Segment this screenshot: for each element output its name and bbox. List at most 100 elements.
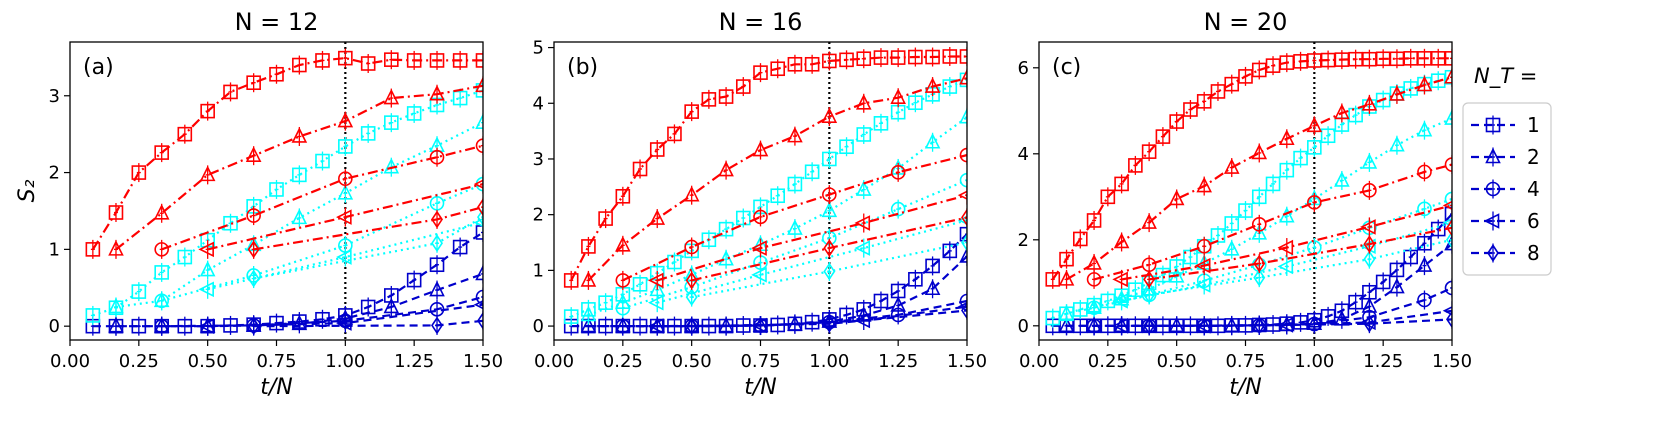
data-point [1223, 158, 1240, 178]
data-point [753, 63, 768, 83]
legend-marker [1483, 211, 1500, 231]
data-point [108, 316, 124, 336]
panel-c: 0.00 0.25 0.50 0.75 1.00 1.25 1.50 0 2 4 6 N = 20 (c… [1018, 8, 1472, 400]
data-point [961, 233, 967, 253]
data-point [615, 316, 631, 336]
data-point [477, 311, 483, 331]
legend-marker [1485, 115, 1501, 135]
series-cyan-nt4 [1086, 189, 1452, 318]
series-red-nt4 [154, 136, 483, 259]
data-point [1417, 162, 1432, 182]
data-point [1224, 74, 1240, 94]
data-point [925, 47, 940, 67]
data-point [1446, 230, 1452, 250]
data-point [667, 252, 682, 272]
data-point [108, 239, 124, 259]
data-point [1112, 269, 1128, 289]
data-point [683, 185, 700, 205]
series-cyan-nt8 [1143, 230, 1452, 305]
data-point [477, 207, 483, 227]
y-axis-label: S₂ [15, 179, 40, 202]
series-line [92, 231, 483, 328]
legend-entry-2: 2 [1471, 145, 1540, 169]
data-point [153, 203, 170, 223]
series-line [91, 56, 483, 250]
data-point [959, 145, 967, 165]
data-point [1265, 174, 1281, 194]
data-point [823, 261, 836, 281]
data-point [477, 197, 483, 217]
data-point [1059, 249, 1074, 269]
x-axis-label: t/N [1229, 375, 1262, 400]
data-point [822, 149, 837, 169]
data-point [684, 102, 699, 122]
data-point [1444, 278, 1452, 298]
data-point [942, 77, 958, 97]
data-point [198, 239, 214, 259]
series-line [161, 183, 483, 302]
data-point [1363, 234, 1376, 254]
series-red-nt8 [1143, 218, 1452, 289]
series-red-nt2 [1058, 67, 1452, 289]
data-point [1238, 201, 1253, 221]
data-point [580, 270, 597, 290]
data-point [429, 50, 445, 70]
data-point [1334, 309, 1350, 329]
panel-label: (b) [567, 55, 598, 80]
legend-entry-4: 4 [1471, 177, 1540, 201]
data-point [615, 235, 631, 255]
data-point [580, 305, 597, 325]
series-line [1066, 117, 1452, 315]
data-point [718, 160, 734, 180]
data-point [649, 140, 665, 160]
data-point [959, 68, 967, 88]
data-point [685, 316, 698, 336]
data-point [1086, 269, 1102, 289]
data-point [406, 50, 422, 70]
data-point [632, 274, 648, 294]
data-point [839, 50, 854, 70]
data-point [108, 297, 124, 317]
series-blue-nt8 [685, 300, 967, 336]
data-point [718, 219, 734, 239]
data-point [647, 316, 664, 336]
y-tick-label: 3 [533, 149, 544, 170]
data-point [563, 307, 579, 327]
y-tick-label: 5 [533, 38, 544, 59]
data-point [1307, 137, 1322, 157]
data-point [685, 270, 698, 290]
data-point [198, 279, 214, 299]
data-point [429, 193, 445, 213]
x-tick-label: 0.00 [50, 351, 90, 372]
data-point [1375, 272, 1391, 292]
data-point [753, 207, 768, 227]
x-tick-label: 0.50 [188, 351, 228, 372]
legend-entry-8: 8 [1471, 241, 1540, 265]
data-point [452, 88, 468, 108]
legend-marker [1485, 179, 1501, 199]
data-point [337, 111, 354, 131]
data-point [924, 77, 941, 97]
data-point [1417, 233, 1432, 253]
data-point [959, 107, 967, 127]
data-point [821, 107, 838, 127]
data-point [1196, 176, 1212, 196]
plot-area-b [563, 42, 967, 340]
data-point [429, 147, 445, 167]
data-point [959, 291, 967, 311]
data-point [1361, 152, 1378, 172]
data-point [154, 291, 169, 311]
data-point [154, 316, 169, 336]
series-red-nt1 [563, 46, 967, 290]
series-blue-nt1 [85, 222, 483, 336]
data-point [647, 293, 664, 313]
series-line [253, 216, 483, 280]
series-line [656, 194, 967, 282]
data-point [1361, 94, 1378, 114]
x-tick-label: 0.00 [534, 351, 574, 372]
data-point [1363, 314, 1376, 334]
x-tick-label: 0.00 [1019, 351, 1059, 372]
data-point [291, 208, 308, 228]
data-point [1086, 210, 1102, 230]
panel-label: (c) [1052, 55, 1081, 80]
